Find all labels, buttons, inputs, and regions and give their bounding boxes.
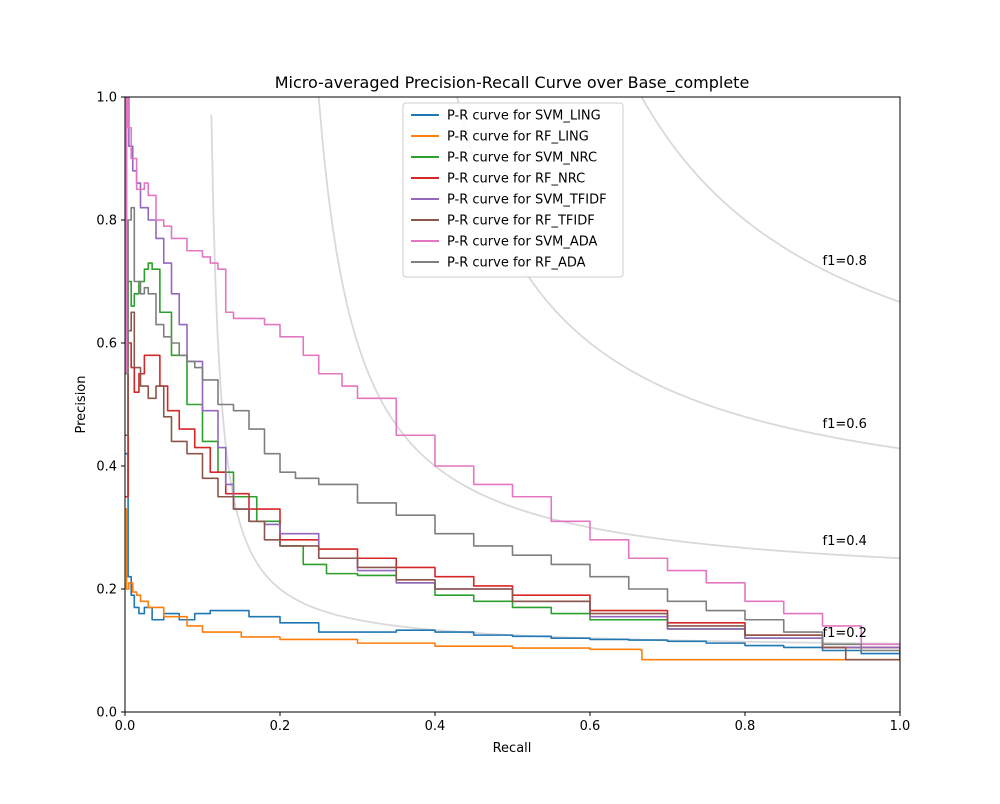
iso-f1-curve xyxy=(210,114,900,645)
legend-entry: P-R curve for RF_ADA xyxy=(447,256,586,271)
y-tick-label: 0.0 xyxy=(96,706,117,721)
series-line xyxy=(125,206,900,657)
iso-f1-label: f1=0.4 xyxy=(823,534,867,549)
legend-box xyxy=(402,102,624,278)
series-line xyxy=(125,97,900,657)
y-tick-label: 0.2 xyxy=(96,583,117,598)
legend-entry: P-R curve for SVM_LING xyxy=(447,109,601,124)
x-tick-label: 0.0 xyxy=(115,719,136,734)
x-tick-label: 0.4 xyxy=(425,719,446,734)
legend-entry: P-R curve for SVM_TFIDF xyxy=(447,193,607,208)
x-tick-label: 0.6 xyxy=(580,719,601,734)
iso-f1-curve xyxy=(317,97,900,560)
legend-entry: P-R curve for RF_LING xyxy=(447,130,589,145)
series-line xyxy=(125,508,900,661)
chart-title: Micro-averaged Precision-Recall Curve ov… xyxy=(275,73,750,93)
x-axis-label: Recall xyxy=(493,741,532,756)
series-line xyxy=(125,452,900,658)
iso-f1-curve xyxy=(640,97,900,303)
y-tick-label: 0.6 xyxy=(96,337,117,352)
x-tick-label: 0.2 xyxy=(270,719,291,734)
legend-entry: P-R curve for RF_TFIDF xyxy=(447,214,595,229)
x-tick-label: 0.8 xyxy=(735,719,756,734)
iso-f1-label: f1=0.2 xyxy=(823,626,867,641)
y-tick-label: 1.0 xyxy=(96,91,117,106)
series-lines xyxy=(125,97,900,661)
series-line xyxy=(125,311,900,661)
x-axis-ticks: 0.0 0.2 0.4 0.6 0.8 1.0 xyxy=(115,712,911,734)
y-tick-label: 0.4 xyxy=(96,460,117,475)
x-tick-label: 1.0 xyxy=(890,719,911,734)
legend-entry: P-R curve for SVM_NRC xyxy=(447,151,597,166)
legend-entry: P-R curve for RF_NRC xyxy=(447,172,585,187)
iso-f1-label: f1=0.6 xyxy=(823,417,867,432)
legend: P-R curve for SVM_LING P-R curve for RF_L… xyxy=(402,102,624,278)
y-axis-label: Precision xyxy=(74,375,89,433)
legend-entry: P-R curve for SVM_ADA xyxy=(447,235,598,250)
y-axis-ticks: 0.0 0.2 0.4 0.6 0.8 1.0 xyxy=(96,91,125,721)
axes-frame xyxy=(124,96,901,713)
y-tick-label: 0.8 xyxy=(96,214,117,229)
iso-f1-label: f1=0.8 xyxy=(823,254,867,269)
